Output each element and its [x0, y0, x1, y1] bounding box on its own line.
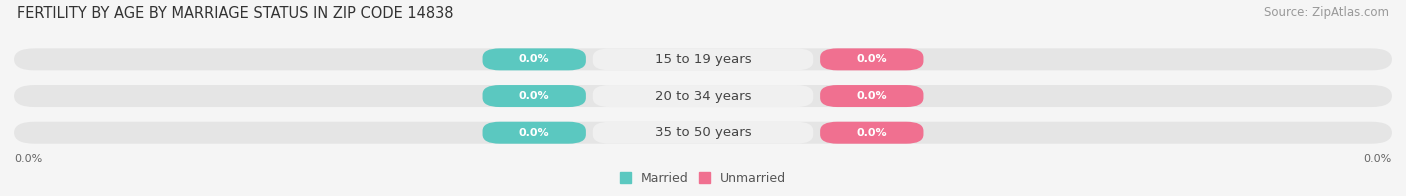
Text: 0.0%: 0.0% [519, 128, 550, 138]
Text: 0.0%: 0.0% [856, 54, 887, 64]
FancyBboxPatch shape [820, 122, 924, 144]
FancyBboxPatch shape [482, 122, 586, 144]
Text: 0.0%: 0.0% [1364, 154, 1392, 164]
Text: 0.0%: 0.0% [14, 154, 42, 164]
Text: 0.0%: 0.0% [519, 91, 550, 101]
Text: 0.0%: 0.0% [856, 91, 887, 101]
FancyBboxPatch shape [820, 85, 924, 107]
FancyBboxPatch shape [593, 85, 813, 107]
Text: Source: ZipAtlas.com: Source: ZipAtlas.com [1264, 6, 1389, 19]
Text: 35 to 50 years: 35 to 50 years [655, 126, 751, 139]
Text: 0.0%: 0.0% [856, 128, 887, 138]
Legend: Married, Unmarried: Married, Unmarried [614, 167, 792, 190]
FancyBboxPatch shape [14, 48, 1392, 70]
Text: FERTILITY BY AGE BY MARRIAGE STATUS IN ZIP CODE 14838: FERTILITY BY AGE BY MARRIAGE STATUS IN Z… [17, 6, 453, 21]
FancyBboxPatch shape [482, 85, 586, 107]
Text: 15 to 19 years: 15 to 19 years [655, 53, 751, 66]
FancyBboxPatch shape [820, 48, 924, 70]
FancyBboxPatch shape [14, 122, 1392, 144]
Text: 0.0%: 0.0% [519, 54, 550, 64]
FancyBboxPatch shape [593, 48, 813, 70]
Text: 20 to 34 years: 20 to 34 years [655, 90, 751, 103]
FancyBboxPatch shape [14, 85, 1392, 107]
FancyBboxPatch shape [482, 48, 586, 70]
FancyBboxPatch shape [593, 122, 813, 144]
